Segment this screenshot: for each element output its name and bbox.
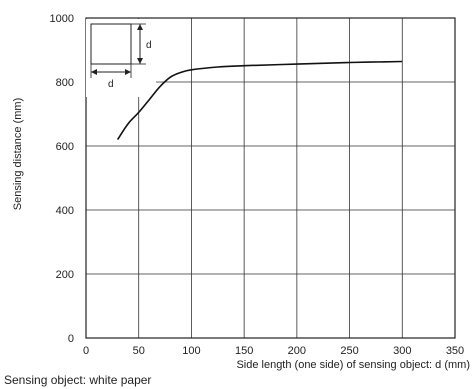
y-axis-ticks: 0 200 400 600 800 1000 (50, 13, 74, 345)
y-tick-label: 200 (56, 269, 74, 281)
inset-arrow-left (91, 69, 97, 75)
x-tick-label: 50 (133, 345, 145, 357)
x-tick-label: 350 (446, 345, 464, 357)
y-tick-label: 1000 (50, 13, 74, 25)
chart-footnote: Sensing object: white paper (4, 373, 152, 387)
x-tick-label: 250 (340, 345, 358, 357)
x-tick-label: 200 (288, 345, 306, 357)
y-axis-label: Sensing distance (mm) (12, 98, 24, 211)
sensing-distance-chart: 0 50 100 150 200 250 300 350 02004006008001000 … (12, 13, 470, 371)
inset-arrow-right (125, 69, 131, 75)
x-axis-ticks: 0 50 100 150 200 250 300 350 (83, 345, 464, 357)
x-tick-label: 150 (235, 345, 253, 357)
sensing-object-inset: d d (86, 19, 156, 97)
y-tick-label: 400 (56, 205, 74, 217)
y-tick-label: 800 (56, 77, 74, 89)
y-tick-label: 0 (68, 333, 74, 345)
inset-white-backdrop (86, 19, 156, 97)
y-tick-label: 600 (56, 141, 74, 153)
inset-arrow-up (137, 24, 143, 30)
grid-lines (86, 18, 455, 338)
sensing-distance-curve (116, 60, 403, 141)
x-axis-label: Side length (one side) of sensing object… (236, 359, 470, 371)
inset-square-object (90, 23, 132, 65)
inset-arrow-down (137, 58, 143, 64)
plot-frame (85, 17, 456, 339)
inset-label-bottom: d (108, 79, 114, 90)
x-tick-label: 100 (182, 345, 200, 357)
x-tick-label: 0 (83, 345, 89, 357)
inset-label-side: d (146, 40, 152, 51)
x-tick-label: 300 (393, 345, 411, 357)
